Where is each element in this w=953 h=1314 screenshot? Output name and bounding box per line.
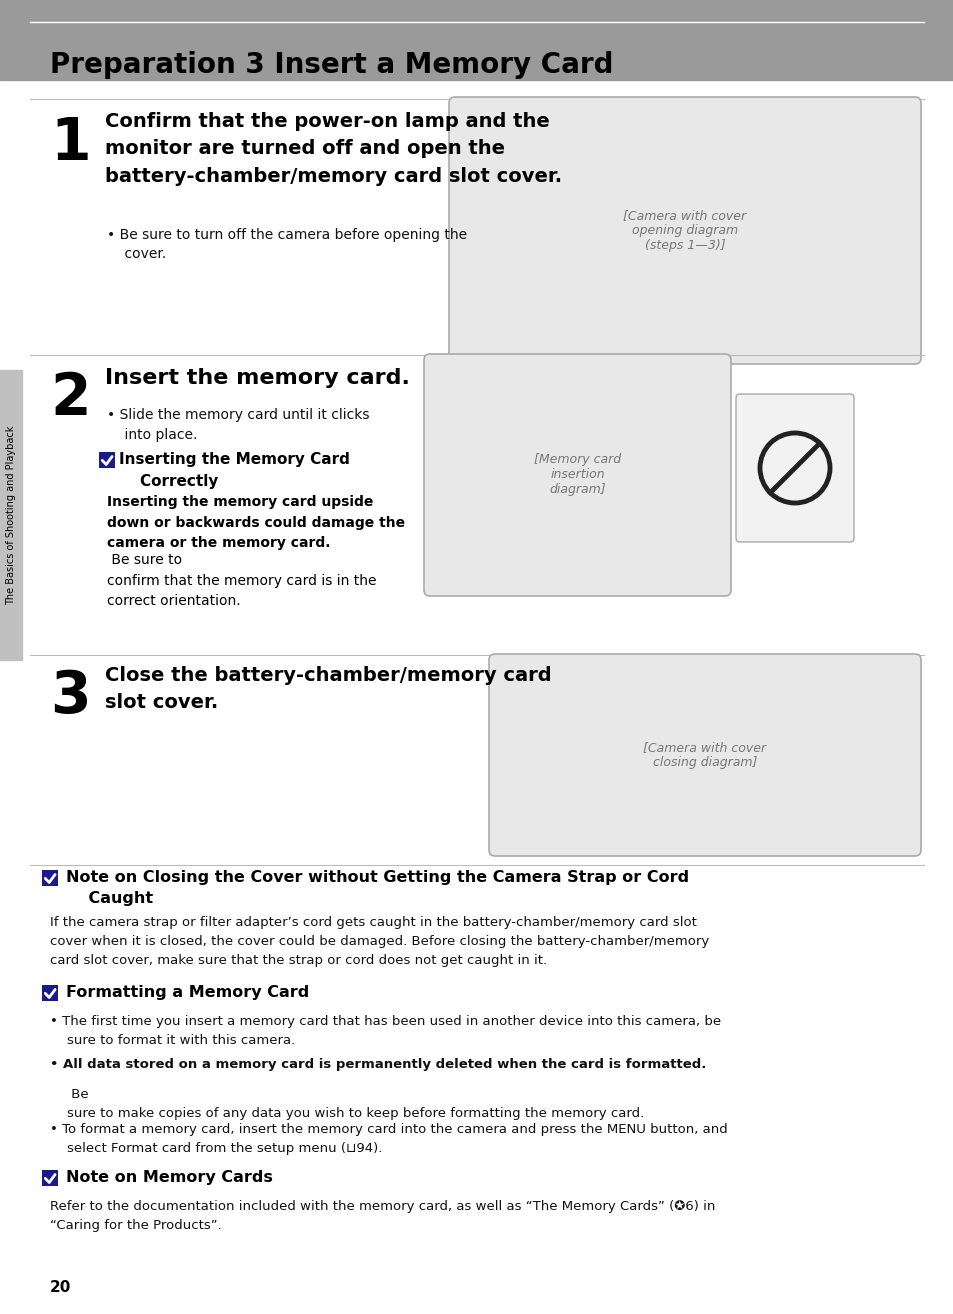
Text: 1: 1 xyxy=(50,116,91,172)
Bar xyxy=(42,870,58,886)
Text: Refer to the documentation included with the memory card, as well as “The Memory: Refer to the documentation included with… xyxy=(50,1200,715,1233)
FancyBboxPatch shape xyxy=(449,97,920,364)
Bar xyxy=(42,986,58,1001)
Text: 2: 2 xyxy=(50,371,91,427)
Bar xyxy=(0,0,953,80)
Text: Note on Memory Cards: Note on Memory Cards xyxy=(66,1169,273,1185)
Text: Formatting a Memory Card: Formatting a Memory Card xyxy=(66,986,309,1000)
Text: • Slide the memory card until it clicks
    into place.: • Slide the memory card until it clicks … xyxy=(107,409,369,442)
Text: Inserting the memory card upside
down or backwards could damage the
camera or th: Inserting the memory card upside down or… xyxy=(107,495,405,551)
Text: Be
    sure to make copies of any data you wish to keep before formatting the me: Be sure to make copies of any data you w… xyxy=(50,1088,643,1120)
Text: [Camera with cover
closing diagram]: [Camera with cover closing diagram] xyxy=(642,741,766,769)
Text: Insert the memory card.: Insert the memory card. xyxy=(105,368,410,388)
Bar xyxy=(99,452,115,468)
Text: Be sure to
confirm that the memory card is in the
correct orientation.: Be sure to confirm that the memory card … xyxy=(107,553,376,608)
Text: • Be sure to turn off the camera before opening the
    cover.: • Be sure to turn off the camera before … xyxy=(107,229,467,261)
Bar xyxy=(42,1169,58,1187)
Text: The Basics of Shooting and Playback: The Basics of Shooting and Playback xyxy=(6,426,16,604)
Text: • The first time you insert a memory card that has been used in another device i: • The first time you insert a memory car… xyxy=(50,1014,720,1047)
FancyBboxPatch shape xyxy=(489,654,920,855)
Text: • To format a memory card, insert the memory card into the camera and press the : • To format a memory card, insert the me… xyxy=(50,1123,727,1155)
Text: Inserting the Memory Card
    Correctly: Inserting the Memory Card Correctly xyxy=(119,452,350,489)
Text: Preparation 3 Insert a Memory Card: Preparation 3 Insert a Memory Card xyxy=(50,51,613,79)
Text: If the camera strap or filter adapter’s cord gets caught in the battery-chamber/: If the camera strap or filter adapter’s … xyxy=(50,916,708,967)
Text: [Memory card
insertion
diagram]: [Memory card insertion diagram] xyxy=(534,453,620,497)
Text: • All data stored on a memory card is permanently deleted when the card is forma: • All data stored on a memory card is pe… xyxy=(50,1058,705,1071)
FancyBboxPatch shape xyxy=(735,394,853,541)
FancyBboxPatch shape xyxy=(423,353,730,597)
Text: Note on Closing the Cover without Getting the Camera Strap or Cord
    Caught: Note on Closing the Cover without Gettin… xyxy=(66,870,688,905)
Text: [Camera with cover
opening diagram
(steps 1—3)]: [Camera with cover opening diagram (step… xyxy=(622,209,746,252)
Text: 20: 20 xyxy=(50,1280,71,1296)
Text: 3: 3 xyxy=(50,668,91,725)
Text: Close the battery-chamber/memory card
slot cover.: Close the battery-chamber/memory card sl… xyxy=(105,666,551,712)
Text: Confirm that the power-on lamp and the
monitor are turned off and open the
batte: Confirm that the power-on lamp and the m… xyxy=(105,112,561,185)
Bar xyxy=(0,371,22,660)
